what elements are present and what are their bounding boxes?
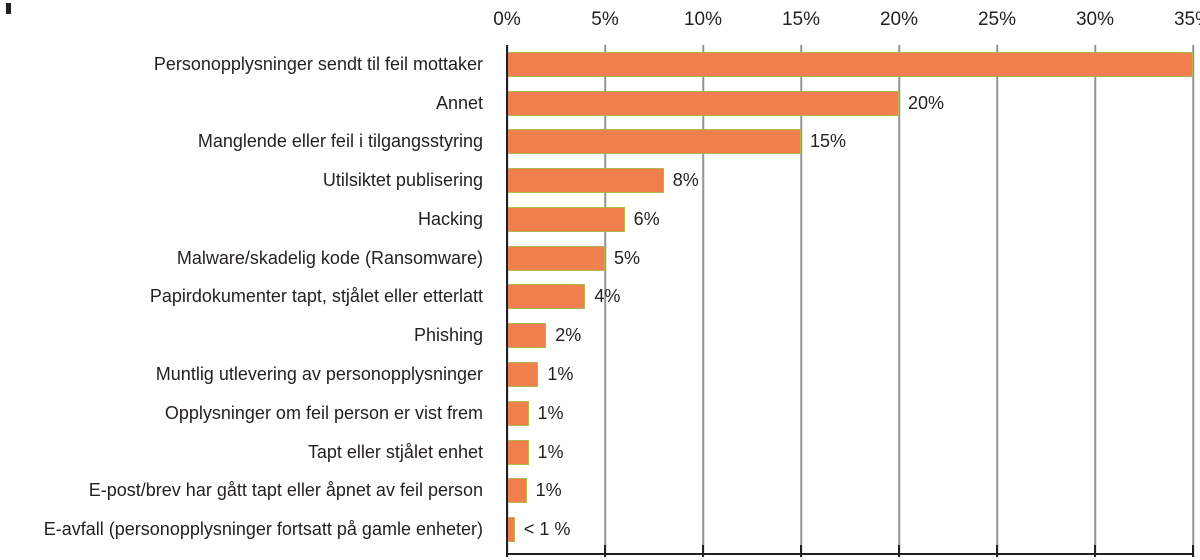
- y-axis-line: [506, 45, 508, 557]
- bar: [507, 168, 664, 194]
- bar: [507, 362, 539, 387]
- x-axis-tick-label: 20%: [879, 9, 919, 30]
- bar: [507, 439, 529, 465]
- bottom-axis-tick: [702, 545, 704, 557]
- x-axis-tick-label: 10%: [683, 9, 723, 30]
- category-labels-column: Personopplysninger sendt til feil mottak…: [0, 45, 495, 549]
- bar: [507, 245, 605, 271]
- bar-row: 1%: [507, 471, 1193, 510]
- category-label: Phishing: [413, 325, 483, 346]
- bar: [507, 206, 625, 232]
- corner-tick-mark: [6, 3, 11, 14]
- gridline: [1192, 45, 1194, 557]
- bottom-axis-tick: [604, 545, 606, 557]
- bar: [507, 323, 547, 349]
- category-label: Hacking: [417, 208, 483, 229]
- bottom-axis-tick: [1192, 545, 1194, 557]
- x-axis-tick-label: 35%: [1173, 9, 1200, 30]
- category-label: Muntlig utlevering av personopplysninger: [155, 364, 483, 384]
- category-label: Papirdokumenter tapt, stjålet eller ette…: [149, 286, 483, 307]
- x-axis-tick-label: 0%: [493, 9, 521, 30]
- x-axis-tick-label: 5%: [591, 9, 619, 30]
- bar-row: 6%: [507, 200, 1193, 239]
- bar: [507, 129, 801, 155]
- category-label: Utilsiktet publisering: [322, 170, 483, 191]
- gridline: [996, 45, 998, 557]
- category-label: Tapt eller stjålet enhet: [307, 441, 483, 462]
- bar-row: 20%: [507, 84, 1193, 123]
- value-label: 2%: [555, 325, 582, 346]
- bar-row: < 1 %: [507, 510, 1193, 549]
- bar-row: 8%: [507, 161, 1193, 200]
- bar-row: 1%: [507, 433, 1193, 472]
- plot-area: 20% 15% 8% 6% 5% 4% 2% 1% 1% 1% 1% < 1 %: [506, 45, 1194, 557]
- bar: [507, 478, 527, 504]
- category-label: E-avfall (personopplysninger fortsatt på…: [43, 519, 483, 540]
- bar-rows: 20% 15% 8% 6% 5% 4% 2% 1% 1% 1% 1% < 1 %: [507, 45, 1193, 549]
- x-axis-tick-label: 25%: [977, 9, 1017, 30]
- gridline: [702, 45, 704, 557]
- bottom-axis-tick: [898, 545, 900, 557]
- value-label: 1%: [537, 402, 564, 423]
- gridline: [898, 45, 900, 557]
- gridline: [800, 45, 802, 557]
- value-label: 4%: [594, 286, 621, 307]
- category-label: Annet: [435, 92, 483, 113]
- value-label: 8%: [672, 170, 699, 191]
- bar-row: 5%: [507, 239, 1193, 278]
- category-label: Personopplysninger sendt til feil mottak…: [153, 53, 483, 74]
- bar-row: 2%: [507, 316, 1193, 355]
- gridline: [604, 45, 606, 557]
- category-label: Malware/skadelig kode (Ransomware): [176, 247, 483, 268]
- category-label: Opplysninger om feil person er vist frem: [164, 402, 483, 423]
- bar: [507, 517, 515, 543]
- value-label: 1%: [537, 441, 564, 462]
- bar-row: 4%: [507, 278, 1193, 317]
- x-axis-tick-label: 30%: [1075, 9, 1115, 30]
- value-label: 1%: [547, 364, 574, 384]
- bar: [507, 90, 899, 116]
- x-axis-tick-label: 15%: [781, 9, 821, 30]
- bottom-axis-tick: [996, 545, 998, 557]
- bottom-axis-line: [507, 553, 1193, 555]
- bar: [507, 51, 1193, 77]
- bar: [507, 400, 529, 426]
- value-label: 1%: [535, 480, 562, 501]
- bottom-axis-tick: [506, 545, 508, 557]
- value-label: 6%: [633, 208, 660, 229]
- bottom-axis-tick: [1094, 545, 1096, 557]
- category-label: E-post/brev har gått tapt eller åpnet av…: [88, 480, 483, 501]
- category-label: Manglende eller feil i tilgangsstyring: [197, 131, 483, 152]
- x-axis: 0% 5% 10% 15% 20% 25% 30% 35%: [0, 0, 1200, 45]
- value-label: 20%: [908, 92, 945, 113]
- bar-row: 15%: [507, 123, 1193, 162]
- bar-row: [507, 45, 1193, 84]
- value-label: 5%: [614, 247, 641, 268]
- bottom-axis-tick: [800, 545, 802, 557]
- bar-row: 1%: [507, 355, 1193, 394]
- gridline: [1094, 45, 1096, 557]
- value-label: 15%: [810, 131, 847, 152]
- bar: [507, 284, 586, 310]
- value-label: < 1 %: [523, 519, 571, 540]
- bar-row: 1%: [507, 394, 1193, 433]
